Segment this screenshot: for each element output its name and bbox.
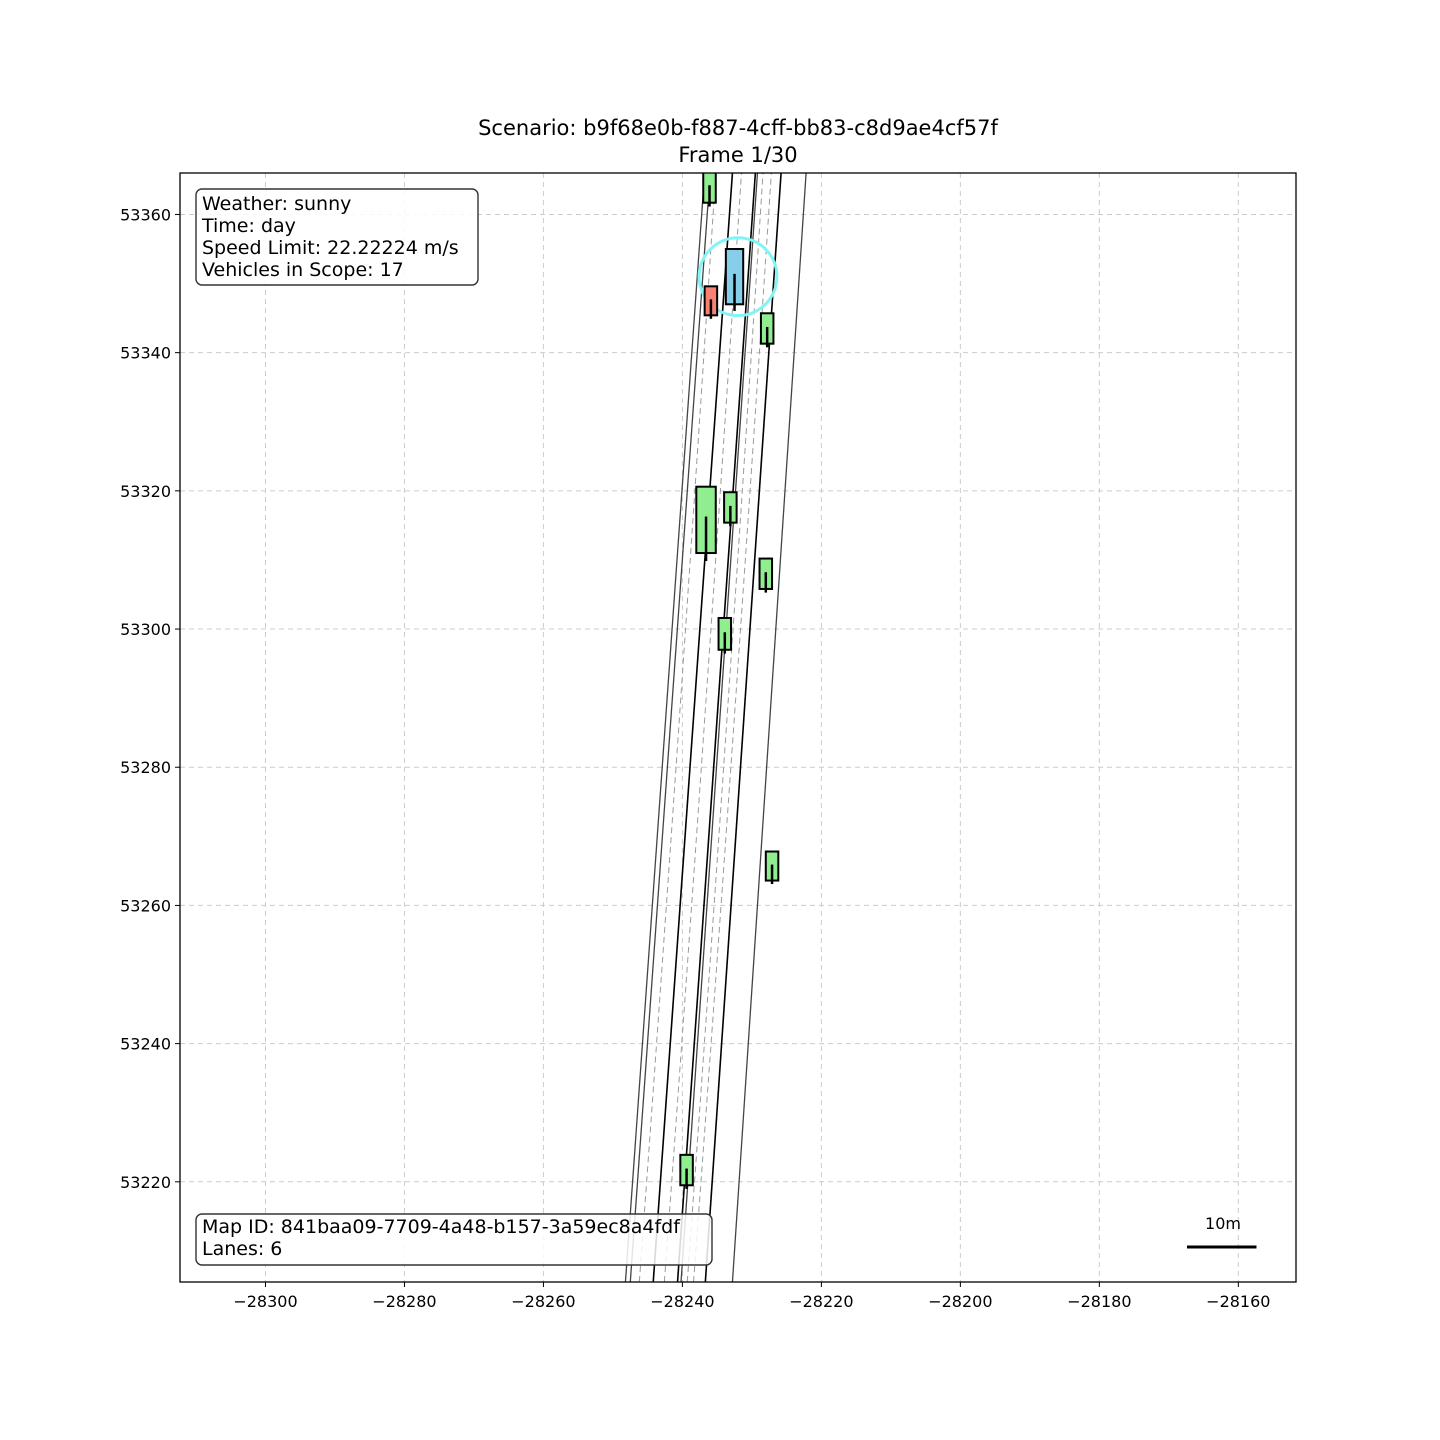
x-tick-label: −28160 — [1206, 1292, 1270, 1311]
y-tick-label: 53340 — [120, 344, 171, 363]
x-tick-label: −28200 — [928, 1292, 992, 1311]
info-box-bottom-frame — [195, 1213, 713, 1266]
x-tick-label: −28180 — [1067, 1292, 1131, 1311]
x-tick-label: −28240 — [650, 1292, 714, 1311]
vehicle-count-text: Vehicles in Scope: 17 — [202, 259, 404, 281]
time-text: Time: day — [201, 215, 296, 237]
info-box-top: Weather: sunny Time: day Speed Limit: 22… — [195, 188, 479, 286]
scenario-title: Scenario: b9f68e0b-f887-4cff-bb83-c8d9ae… — [478, 116, 998, 140]
vehicles — [679, 173, 780, 1189]
map-id-text: Map ID: 841baa09-7709-4a48-b157-3a59ec8a… — [202, 1216, 681, 1238]
scale-bar: 10m — [1187, 1214, 1257, 1249]
lane-line — [663, 173, 742, 1282]
plot-frame — [179, 172, 1297, 1283]
y-tick-label: 53260 — [120, 896, 171, 915]
x-tick-label: −28300 — [233, 1292, 297, 1311]
y-tick-label: 53320 — [120, 482, 171, 501]
weather-text: Weather: sunny — [202, 193, 351, 215]
y-tick-label: 53300 — [120, 620, 171, 639]
lanes-text: Lanes: 6 — [202, 1238, 282, 1260]
scale-bar-label: 10m — [1205, 1214, 1241, 1233]
lane-lines — [624, 173, 807, 1282]
y-tick-label: 53280 — [120, 758, 171, 777]
lane-line — [629, 173, 711, 1282]
info-box-bottom: Map ID: 841baa09-7709-4a48-b157-3a59ec8a… — [195, 1213, 713, 1266]
frame-title: Frame 1/30 — [678, 143, 797, 167]
lane-line — [693, 173, 772, 1282]
grid — [180, 173, 1296, 1282]
x-tick-label: −28260 — [511, 1292, 575, 1311]
x-axis: −28300 −28280 −28260 −28240 −28220 −28200 −281… — [233, 1282, 1270, 1311]
lane-line — [686, 173, 764, 1282]
speed-limit-text: Speed Limit: 22.22224 m/s — [202, 237, 459, 259]
info-box-top-frame — [195, 188, 479, 286]
lane-line — [638, 173, 717, 1282]
y-tick-label: 53360 — [120, 205, 171, 224]
y-axis: 53220 53240 53260 53280 53300 53320 53340 53360 — [120, 205, 180, 1192]
y-tick-label: 53240 — [120, 1035, 171, 1054]
x-tick-label: −28280 — [372, 1292, 436, 1311]
y-tick-label: 53220 — [120, 1173, 171, 1192]
x-tick-label: −28220 — [789, 1292, 853, 1311]
ego-ring — [697, 236, 779, 318]
